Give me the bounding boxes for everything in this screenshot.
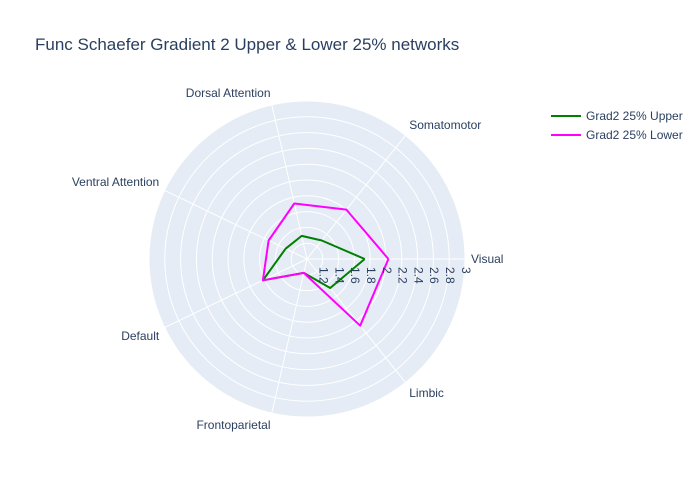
series-line-lower	[261, 202, 390, 327]
legend-item-lower[interactable]: Grad2 25% Lower	[551, 125, 683, 144]
series-line-upper	[261, 234, 366, 289]
chart-title: Func Schaefer Gradient 2 Upper & Lower 2…	[35, 35, 460, 54]
axis-labels: Visual Somatomotor Dorsal Attention Ventral…	[72, 86, 504, 432]
axis-label-somatomotor: Somatomotor	[409, 118, 481, 132]
axis-label-limbic: Limbic	[409, 386, 444, 400]
radial-tick-label: 2.8	[443, 267, 457, 284]
radial-ticks: 1.2 1.4 1.6 1.8 2 2.2 2.4 2.6 2.8 3	[317, 267, 473, 284]
radial-tick-label: 1.4	[332, 267, 346, 284]
legend: Grad2 25% Upper Grad2 25% Lower	[551, 106, 683, 144]
axis-label-visual: Visual	[471, 252, 503, 266]
legend-item-upper[interactable]: Grad2 25% Upper	[551, 106, 683, 125]
axis-label-frontoparietal: Frontoparietal	[196, 418, 270, 432]
radial-tick-label: 2	[380, 267, 394, 274]
grid-spoke	[271, 258, 308, 414]
grid-spoke	[164, 258, 308, 329]
axis-label-ventral-attention: Ventral Attention	[72, 175, 159, 189]
polar-grid	[148, 100, 466, 418]
axis-label-dorsal-attention: Dorsal Attention	[186, 86, 271, 100]
radial-tick-label: 2.2	[396, 267, 410, 284]
series-lines	[261, 202, 390, 327]
radial-tick-label: 3	[459, 267, 473, 274]
legend-swatch-upper	[551, 114, 581, 117]
radial-tick-label: 1.6	[348, 267, 362, 284]
legend-label-lower: Grad2 25% Lower	[586, 127, 683, 142]
radial-tick-label: 1.8	[364, 267, 378, 284]
axis-label-default: Default	[121, 329, 160, 343]
radial-tick-label: 2.6	[427, 267, 441, 284]
legend-label-upper: Grad2 25% Upper	[586, 108, 683, 123]
legend-swatch-lower	[551, 133, 581, 136]
grid-spoke	[271, 104, 308, 260]
radial-tick-label: 2.4	[411, 267, 425, 284]
grid-spoke	[164, 189, 308, 260]
radial-tick-label: 1.2	[317, 267, 331, 284]
grid-spoke	[306, 135, 406, 260]
